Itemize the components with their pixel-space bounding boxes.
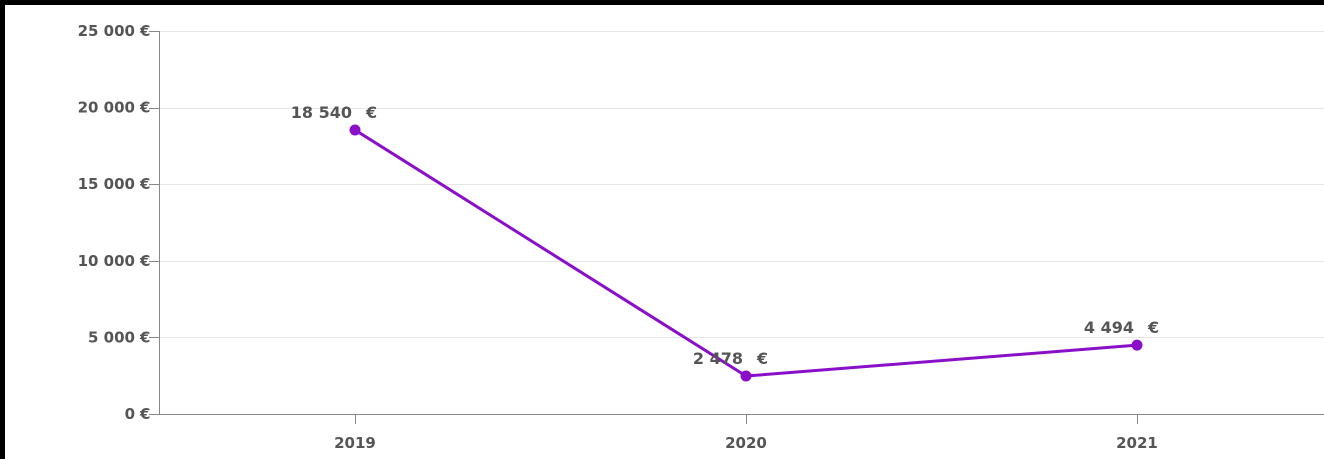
y-tick-label: 20 000 (78, 99, 135, 117)
x-tick-label: 2020 (725, 434, 767, 452)
series-line (354, 128, 1138, 378)
y-tick-currency: € (139, 22, 150, 40)
y-tick-label: 15 000 (78, 175, 135, 193)
data-point (349, 124, 361, 136)
data-point (1131, 339, 1143, 351)
y-tick-currency: € (139, 328, 150, 346)
data-label-currency: € (756, 349, 768, 368)
data-point (740, 370, 752, 382)
y-tick-label: 0 (125, 405, 135, 423)
data-label-currency: € (1147, 318, 1159, 337)
y-tick-currency: € (139, 99, 150, 117)
x-tick-label: 2019 (334, 434, 376, 452)
y-tick-label: 5 000 (88, 328, 135, 346)
data-label: 4 494 (1084, 318, 1134, 337)
y-tick-currency: € (139, 252, 150, 270)
y-tick-label: 25 000 (78, 22, 135, 40)
x-tick-label: 2021 (1116, 434, 1158, 452)
y-tick-currency: € (139, 405, 150, 423)
data-label: 2 478 (693, 349, 743, 368)
data-label: 18 540 (291, 103, 352, 122)
y-tick-label: 10 000 (78, 252, 135, 270)
y-tick-currency: € (139, 175, 150, 193)
data-label-currency: € (365, 103, 377, 122)
